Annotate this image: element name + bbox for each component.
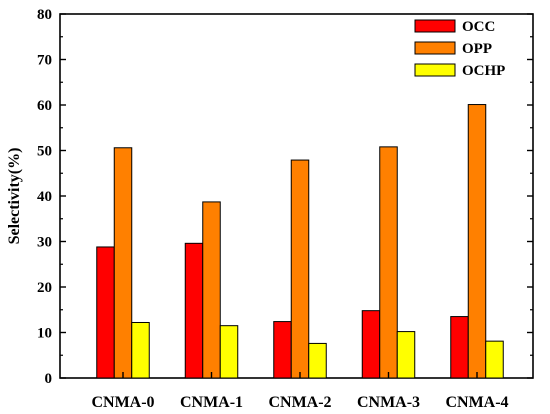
y-tick-label: 60	[37, 98, 52, 114]
bar-opp-cnma-1	[202, 201, 221, 379]
bar-opp-cnma-3	[379, 146, 398, 379]
x-tick-label-cnma-1: CNMA-1	[180, 394, 243, 411]
bar-ochp-cnma-3	[396, 331, 416, 379]
x-tick-label-cnma-4: CNMA-4	[445, 394, 508, 411]
bar-ochp-cnma-2	[308, 342, 327, 379]
y-axis-title: Selectivity(%)	[6, 148, 23, 245]
legend-swatch-ochp	[414, 63, 456, 77]
bar-opp-cnma-4	[467, 104, 487, 379]
legend: OCC OPP OCHP	[414, 19, 505, 79]
legend-swatch-occ	[414, 19, 456, 33]
y-axis: 0 10 20 30 40 50 60 70 80	[37, 7, 533, 387]
y-tick-label: 10	[37, 326, 52, 342]
bar-occ-cnma-3	[361, 310, 381, 379]
bar-occ-cnma-2	[273, 321, 292, 379]
bar-ochp-cnma-1	[219, 325, 239, 379]
x-tick-label-cnma-2: CNMA-2	[268, 394, 331, 411]
bar-opp-cnma-2	[290, 159, 310, 379]
bar-occ-cnma-1	[184, 242, 204, 379]
legend-swatch-opp	[414, 41, 456, 55]
x-tick-label-cnma-3: CNMA-3	[357, 394, 420, 411]
bar-opp-cnma-0	[113, 147, 133, 379]
y-tick-label: 80	[37, 7, 52, 23]
legend-label-opp: OPP	[462, 41, 492, 57]
legend-label-occ: OCC	[462, 19, 495, 35]
bar-ochp-cnma-0	[131, 321, 150, 379]
bar-ochp-cnma-4	[485, 340, 504, 379]
y-tick-label: 70	[37, 53, 52, 69]
y-tick-label: 30	[37, 235, 52, 251]
y-tick-label: 20	[37, 280, 52, 296]
bar-series	[96, 104, 504, 379]
x-axis: CNMA-0 CNMA-1 CNMA-2 CNMA-3 CNMA-4	[91, 372, 509, 411]
bar-occ-cnma-4	[450, 316, 469, 379]
y-tick-label: 50	[37, 144, 52, 160]
legend-label-ochp: OCHP	[462, 63, 505, 79]
x-tick-label-cnma-0: CNMA-0	[91, 394, 154, 411]
y-tick-label: 40	[37, 189, 52, 205]
y-tick-label: 0	[45, 371, 53, 387]
bar-occ-cnma-0	[96, 246, 115, 379]
